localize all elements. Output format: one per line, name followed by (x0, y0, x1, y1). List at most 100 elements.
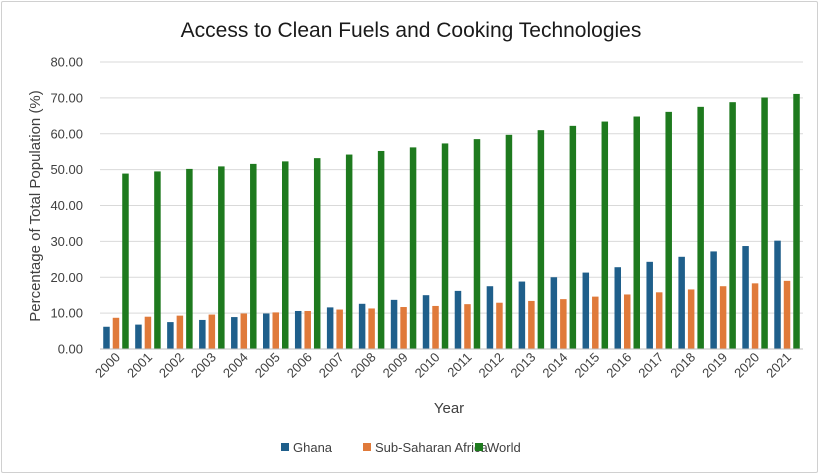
x-tick-label: 2008 (348, 350, 379, 381)
bar-world-2000 (122, 173, 129, 349)
chart-title: Access to Clean Fuels and Cooking Techno… (181, 19, 642, 42)
bar-world-2019 (729, 102, 736, 350)
bar-ghana-2015 (582, 272, 590, 349)
y-tick-label: 30.00 (50, 234, 83, 249)
x-tick-label: 2010 (412, 350, 443, 381)
bar-sub-saharan-africa-2011 (464, 304, 471, 349)
bar-ghana-2009 (390, 299, 398, 349)
bar-ghana-2020 (742, 246, 749, 349)
bar-ghana-2003 (199, 319, 206, 349)
bar-ghana-2019 (710, 251, 717, 349)
bar-ghana-2018 (678, 256, 685, 349)
bar-world-2006 (313, 158, 321, 349)
bar-world-2001 (154, 171, 161, 349)
bar-world-2007 (345, 154, 353, 349)
bar-ghana-2016 (614, 267, 621, 349)
x-tick-label: 2012 (475, 350, 506, 381)
bar-ghana-2012 (486, 286, 494, 349)
gridlines (100, 61, 803, 314)
y-tick-label: 10.00 (50, 306, 83, 321)
bar-world-2012 (505, 134, 513, 349)
bars (103, 93, 800, 350)
bar-world-2016 (633, 116, 640, 349)
bar-ghana-2021 (774, 240, 781, 349)
bar-world-2010 (441, 143, 449, 349)
bar-world-2011 (473, 139, 481, 349)
x-tick-label: 2014 (539, 350, 570, 381)
x-tick-label: 2009 (380, 350, 411, 381)
bar-world-2009 (409, 147, 417, 349)
x-tick-label: 2003 (188, 350, 219, 381)
x-tick-label: 2015 (571, 350, 602, 381)
bar-ghana-2000 (103, 326, 110, 349)
bar-ghana-2017 (646, 261, 653, 349)
x-tick-label: 2006 (284, 350, 315, 381)
bar-sub-saharan-africa-2017 (655, 292, 663, 349)
bar-sub-saharan-africa-2016 (624, 294, 631, 349)
y-tick-label: 40.00 (50, 198, 83, 213)
bar-ghana-2007 (326, 307, 334, 349)
bar-ghana-2011 (454, 290, 462, 349)
x-tick-label: 2013 (507, 350, 538, 381)
x-tick-label: 2000 (92, 350, 123, 381)
x-tick-label: 2018 (667, 350, 698, 381)
bar-sub-saharan-africa-2003 (208, 314, 216, 349)
bar-sub-saharan-africa-2002 (176, 315, 184, 349)
y-tick-label: 0.00 (58, 342, 83, 357)
y-tick-label: 20.00 (50, 270, 83, 285)
y-tick-label: 60.00 (50, 126, 83, 141)
x-tick-label: 2001 (124, 350, 155, 381)
x-tick-label: 2017 (635, 350, 666, 381)
bar-sub-saharan-africa-2005 (272, 312, 279, 349)
bar-sub-saharan-africa-2014 (560, 299, 567, 349)
bar-ghana-2010 (422, 295, 430, 349)
bar-world-2018 (697, 106, 704, 349)
bar-sub-saharan-africa-2000 (112, 317, 120, 349)
bar-world-2008 (377, 150, 385, 349)
bar-world-2003 (218, 166, 225, 349)
y-axis-ticks: 0.00 10.00 20.00 30.00 40.00 50.00 60.00 70.00 8… (50, 55, 83, 357)
bar-sub-saharan-africa-2018 (687, 289, 695, 349)
x-tick-label: 2002 (156, 350, 187, 381)
bar-world-2013 (537, 130, 545, 349)
y-tick-label: 50.00 (50, 162, 83, 177)
x-tick-label: 2021 (763, 350, 794, 381)
bar-world-2021 (793, 93, 800, 350)
bar-sub-saharan-africa-2007 (336, 309, 343, 349)
bar-sub-saharan-africa-2020 (751, 283, 759, 349)
bar-sub-saharan-africa-2019 (719, 286, 727, 349)
y-tick-label: 70.00 (50, 90, 83, 105)
legend-swatch-world (475, 443, 483, 451)
bar-world-2005 (282, 161, 289, 349)
bar-sub-saharan-africa-2001 (144, 316, 152, 349)
bar-ghana-2006 (294, 310, 302, 349)
bar-ghana-2004 (231, 317, 238, 349)
x-tick-label: 2004 (220, 350, 251, 381)
bar-sub-saharan-africa-2009 (400, 307, 407, 349)
bar-ghana-2001 (135, 324, 142, 349)
bar-world-2020 (761, 97, 768, 349)
x-axis-label: Year (434, 400, 464, 417)
bar-sub-saharan-africa-2013 (528, 300, 535, 349)
bar-sub-saharan-africa-2004 (240, 313, 248, 349)
bar-sub-saharan-africa-2015 (592, 296, 599, 349)
bar-world-2017 (665, 111, 672, 350)
bar-world-2004 (250, 163, 257, 349)
x-tick-label: 2005 (252, 350, 283, 381)
bar-ghana-2014 (550, 277, 558, 349)
x-tick-label: 2016 (603, 350, 634, 381)
bar-sub-saharan-africa-2008 (368, 308, 375, 349)
bar-world-2002 (186, 168, 193, 349)
x-tick-label: 2020 (731, 350, 762, 381)
legend: Ghana Sub-Saharan Africa World (281, 440, 521, 455)
bar-ghana-2002 (167, 322, 174, 349)
bar-sub-saharan-africa-2006 (304, 310, 311, 349)
x-tick-label: 2019 (699, 350, 730, 381)
bar-ghana-2013 (518, 281, 526, 349)
legend-swatch-sub-saharan-africa (363, 443, 371, 451)
bar-sub-saharan-africa-2012 (496, 302, 503, 349)
x-tick-label: 2011 (444, 350, 474, 380)
bar-sub-saharan-africa-2021 (783, 280, 791, 349)
